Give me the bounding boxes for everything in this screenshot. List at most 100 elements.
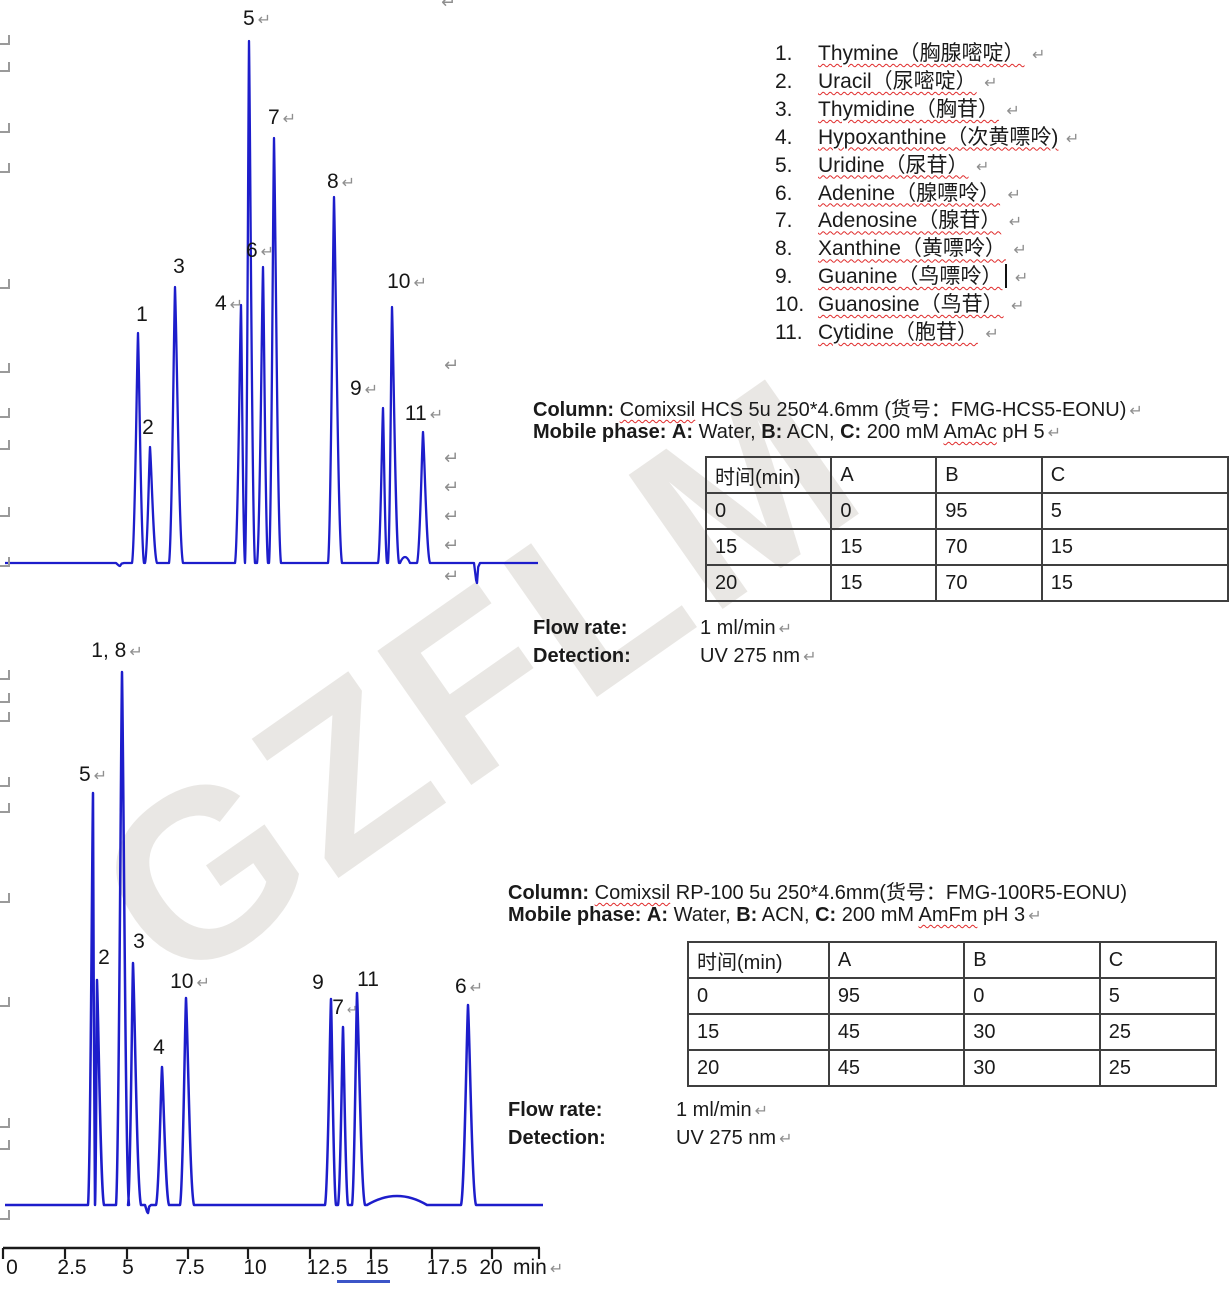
compound-list-item: 1. Thymine（胸腺嘧啶） ↵ bbox=[775, 37, 1045, 67]
clipped-pilcrow-icon bbox=[0, 507, 10, 517]
axis-tick-label: 0 bbox=[6, 1256, 18, 1279]
table-header-cell: B bbox=[935, 456, 1043, 494]
compound-name: Thymine（胸腺嘧啶） bbox=[818, 42, 1025, 65]
table-cell: 70 bbox=[935, 528, 1043, 566]
clipped-pilcrow-icon bbox=[0, 1118, 10, 1128]
compound-list-item: 3. Thymidine（胸苷） ↵ bbox=[775, 93, 1020, 123]
peak-label: 11 ↵ bbox=[405, 402, 443, 426]
axis-tick-label: 15 bbox=[365, 1256, 389, 1279]
peak-label: 10 ↵ bbox=[387, 270, 427, 294]
peak-number: 3 bbox=[133, 930, 145, 953]
peak-number: 4 bbox=[214, 292, 227, 315]
text-run: pH 3 bbox=[977, 904, 1026, 926]
pilcrow-icon: ↵ bbox=[1129, 403, 1143, 420]
clipped-pilcrow-icon bbox=[0, 670, 10, 680]
peak-number: 7 bbox=[267, 106, 280, 129]
bold-text: A: bbox=[646, 904, 669, 926]
pilcrow-icon: ↵ bbox=[1061, 130, 1080, 148]
clipped-pilcrow-icon bbox=[0, 363, 10, 373]
detection-value: UV 275 nm bbox=[676, 1127, 777, 1149]
pilcrow-icon: ↵ bbox=[93, 768, 108, 785]
compound-list-item: 4. Hypoxanthine（次黄嘌呤) ↵ bbox=[775, 121, 1079, 151]
pilcrow-icon: ↵ bbox=[549, 1261, 564, 1278]
axis-tick-label: 5 bbox=[122, 1256, 134, 1279]
compound-name: Cytidine（胞苷） bbox=[818, 321, 978, 344]
pilcrow-icon: ↵ bbox=[1047, 425, 1062, 442]
table-cell: 15 bbox=[1040, 528, 1229, 566]
pilcrow-icon: ↵ bbox=[444, 477, 460, 497]
peak-number: 1, 8 bbox=[91, 639, 127, 662]
column-line: Column: Comixsil HCS 5u 250*4.6mm (货号：FM… bbox=[533, 393, 1143, 422]
pilcrow-icon: ↵ bbox=[364, 382, 379, 399]
pilcrow-icon: ↵ bbox=[1001, 102, 1020, 120]
flow-rate-label: Flow rate: bbox=[508, 1099, 603, 1121]
compound-list-item: 7. Adenosine（腺苷） ↵ bbox=[775, 204, 1022, 234]
table-cell: 15 bbox=[687, 1013, 830, 1051]
table-cell: 15 bbox=[705, 528, 833, 566]
compound-name: Guanosine（鸟苷） bbox=[818, 293, 1004, 317]
peak-label: 5 ↵ bbox=[79, 763, 107, 787]
peak-label: 9 ↵ bbox=[350, 377, 378, 401]
compound-number: 5. bbox=[775, 153, 793, 177]
peak-label: 1, 8 ↵ bbox=[91, 639, 142, 663]
compound-number: 1. bbox=[775, 42, 793, 65]
axis-tick-label: 10 bbox=[243, 1256, 267, 1279]
flow-rate-label: Flow rate: bbox=[533, 617, 628, 639]
flow-rate: Flow rate: 1 ml/min ↵ bbox=[533, 617, 792, 640]
pilcrow-icon: ↵ bbox=[803, 649, 817, 666]
text-run: pH 5 bbox=[996, 421, 1045, 443]
pilcrow-icon: ↵ bbox=[444, 448, 460, 468]
detection-label: Detection: bbox=[508, 1127, 606, 1149]
gradient-table-grid: 时间(min) A B C 0 0 95 5 15 15 70 15 20 15 70 15 bbox=[705, 456, 1229, 602]
peak-number: 9 bbox=[349, 377, 362, 400]
compound-number: 8. bbox=[775, 237, 793, 261]
text-run: ACN, bbox=[782, 421, 841, 443]
compound-number: 10. bbox=[775, 293, 805, 317]
peak-label: 8 ↵ bbox=[327, 170, 355, 194]
text-run: AmAc bbox=[943, 421, 997, 443]
pilcrow-icon: ↵ bbox=[257, 12, 272, 29]
detection-label: Detection: bbox=[533, 645, 631, 667]
peak-label: 2 bbox=[98, 946, 110, 970]
peak-label: 4 ↵ bbox=[215, 292, 243, 316]
table-header-cell: 时间(min) bbox=[705, 456, 833, 494]
peak-number: 4 bbox=[153, 1036, 165, 1059]
axis-tick-label: 12.5 bbox=[306, 1256, 348, 1279]
compound-name: Adenosine（腺苷） bbox=[818, 209, 1002, 233]
table-cell: 0 bbox=[963, 977, 1101, 1015]
peak-number: 11 bbox=[357, 968, 379, 991]
pilcrow-icon: ↵ bbox=[441, 0, 457, 12]
pilcrow-icon: ↵ bbox=[346, 1002, 358, 1017]
pilcrow-icon: ↵ bbox=[1010, 270, 1029, 288]
compound-list-item: 6. Adenine（腺嘌呤） ↵ bbox=[775, 177, 1021, 207]
text-run: Water, bbox=[668, 904, 737, 926]
gradient-table: 时间(min) A B C 0 0 95 5 15 15 70 15 20 15 70 15 bbox=[705, 456, 1229, 611]
pilcrow-icon: ↵ bbox=[979, 74, 998, 92]
compound-number: 6. bbox=[775, 181, 793, 205]
clipped-pilcrow-icon bbox=[0, 408, 10, 418]
detection: Detection: UV 275 nm ↵ bbox=[508, 1127, 792, 1150]
reviewer-underline bbox=[337, 1280, 390, 1283]
table-header-cell: 时间(min) bbox=[687, 941, 830, 979]
compound-number: 3. bbox=[775, 97, 793, 121]
mobile-phase-line: Mobile phase: A: Water, B: ACN, C: 200 m… bbox=[533, 421, 1061, 444]
table-cell: 15 bbox=[830, 528, 938, 566]
peak-label: 1 bbox=[136, 303, 148, 327]
clipped-pilcrow-icon bbox=[0, 1140, 10, 1150]
table-cell: 45 bbox=[827, 1013, 966, 1051]
mobile-phase-line: Mobile phase: A: Water, B: ACN, C: 200 m… bbox=[508, 904, 1042, 927]
table-cell: 15 bbox=[830, 564, 938, 602]
table-cell: 25 bbox=[1098, 1049, 1217, 1087]
peak-number: 2 bbox=[142, 416, 154, 439]
pilcrow-icon: ↵ bbox=[1028, 908, 1042, 925]
compound-list-item: 11. Cytidine（胞苷） ↵ bbox=[775, 316, 999, 346]
peak-label: 3 bbox=[173, 255, 185, 279]
gradient-table: 时间(min) A B C 0 95 0 5 15 45 30 25 20 45 30 25 bbox=[687, 941, 1217, 1096]
peak-label: 2 bbox=[142, 416, 154, 440]
text-run: ACN, bbox=[757, 904, 816, 926]
compound-name: Thymidine（胸苷） bbox=[818, 97, 999, 121]
peak-label: 9 bbox=[312, 971, 324, 995]
compound-list-item: 9. Guanine（鸟嘌呤） ↵ bbox=[775, 260, 1028, 290]
